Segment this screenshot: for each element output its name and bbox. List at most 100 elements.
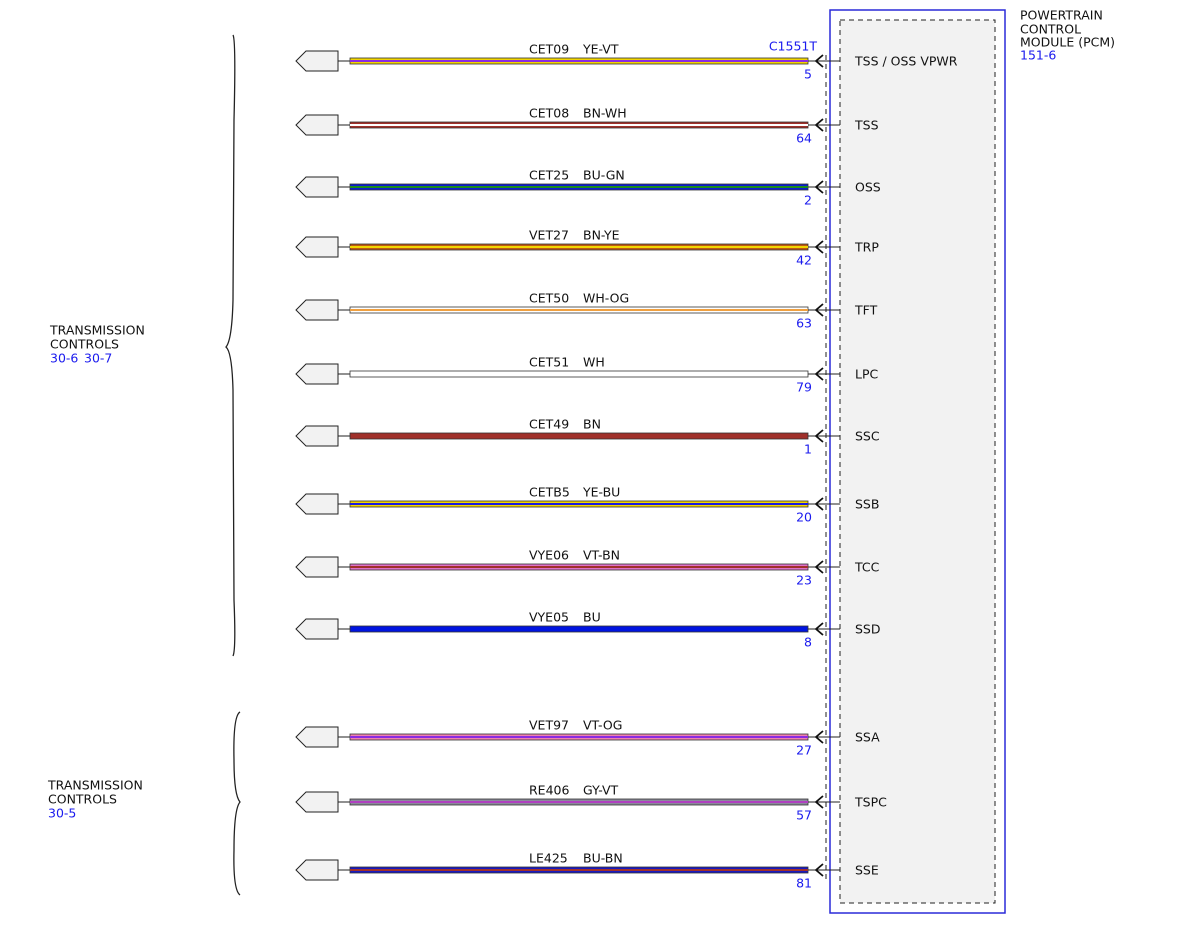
connector-terminal xyxy=(295,176,339,198)
group-ref: 30-5 xyxy=(48,806,76,821)
wire xyxy=(349,625,809,633)
signal: TSS xyxy=(854,118,879,133)
color-code: YE-BU xyxy=(582,485,620,500)
module-title: CONTROL xyxy=(1020,22,1081,37)
pin-number: 63 xyxy=(796,316,812,331)
color-code: WH xyxy=(583,355,605,370)
color-code: BN xyxy=(583,417,601,432)
group-label: CONTROLS xyxy=(50,337,119,352)
connector-terminal xyxy=(295,556,339,578)
wire-tracer xyxy=(350,124,808,126)
signal: SSB xyxy=(855,497,879,512)
pin-number: 20 xyxy=(796,510,812,525)
color-code: VT-BN xyxy=(583,548,620,563)
wire xyxy=(349,370,809,378)
color-code: BN-YE xyxy=(583,228,620,243)
brace xyxy=(233,711,241,896)
circuit: CET08 xyxy=(529,106,569,121)
circuit: VYE05 xyxy=(529,610,569,625)
connector-terminal xyxy=(295,50,339,72)
signal: OSS xyxy=(855,180,881,195)
pin-number: 57 xyxy=(796,808,812,823)
pin-number: 81 xyxy=(796,876,812,891)
pin-arrow xyxy=(814,367,824,381)
color-code: WH-OG xyxy=(583,291,629,306)
connector-terminal xyxy=(295,425,339,447)
circuit: CETB5 xyxy=(529,485,570,500)
signal: SSE xyxy=(855,863,879,878)
connector-terminal xyxy=(295,791,339,813)
module-title: POWERTRAIN xyxy=(1020,8,1103,23)
circuit: CET09 xyxy=(529,42,569,57)
signal: LPC xyxy=(855,367,879,382)
pin-number: 2 xyxy=(804,193,812,208)
signal: SSC xyxy=(855,429,880,444)
signal: TRP xyxy=(854,240,879,255)
pin-number: 27 xyxy=(796,743,812,758)
module-ref: 151-6 xyxy=(1020,48,1056,63)
module-inner xyxy=(839,19,996,904)
pin-arrow xyxy=(814,54,824,68)
connector-terminal xyxy=(295,493,339,515)
wire-tracer xyxy=(350,60,808,62)
connector-terminal xyxy=(295,859,339,881)
connector-terminal xyxy=(295,726,339,748)
connector-terminal xyxy=(295,299,339,321)
pin-number: 79 xyxy=(796,380,812,395)
wire-tracer xyxy=(350,566,808,568)
circuit: CET49 xyxy=(529,417,569,432)
color-code: YE-VT xyxy=(582,42,619,57)
group-ref: 30-6 xyxy=(50,351,78,366)
pin-arrow xyxy=(814,497,824,511)
circuit: VET97 xyxy=(529,718,569,733)
signal: TSPC xyxy=(854,795,887,810)
connector-terminal xyxy=(295,114,339,136)
pin-arrow xyxy=(814,863,824,877)
group-label: TRANSMISSION xyxy=(49,323,145,338)
signal: TFT xyxy=(854,303,878,318)
pin-number: 23 xyxy=(796,573,812,588)
circuit: CET50 xyxy=(529,291,569,306)
signal: SSD xyxy=(855,622,881,637)
pin-number: 64 xyxy=(796,131,812,146)
pin-number: 5 xyxy=(804,67,812,82)
wire xyxy=(349,432,809,440)
wire-tracer xyxy=(350,186,808,188)
pin-arrow xyxy=(814,429,824,443)
pin-arrow xyxy=(814,240,824,254)
color-code: GY-VT xyxy=(583,783,619,798)
connector-id: C1551T xyxy=(769,39,818,54)
circuit: VYE06 xyxy=(529,548,569,563)
connector-terminal xyxy=(295,363,339,385)
signal: TCC xyxy=(854,560,880,575)
circuit: LE425 xyxy=(529,851,568,866)
group-label: CONTROLS xyxy=(48,792,117,807)
color-code: BU-GN xyxy=(583,168,625,183)
pin-number: 42 xyxy=(796,253,812,268)
pin-arrow xyxy=(814,795,824,809)
circuit: RE406 xyxy=(529,783,569,798)
circuit: VET27 xyxy=(529,228,569,243)
pin-arrow xyxy=(814,303,824,317)
color-code: BU xyxy=(583,610,601,625)
signal: SSA xyxy=(855,730,880,745)
wire-tracer xyxy=(350,246,808,248)
wire-tracer xyxy=(350,869,808,871)
group-label: TRANSMISSION xyxy=(47,778,143,793)
connector-terminal xyxy=(295,236,339,258)
circuit: CET51 xyxy=(529,355,569,370)
pin-arrow xyxy=(814,730,824,744)
wire-tracer xyxy=(350,736,808,738)
pin-arrow xyxy=(814,180,824,194)
pin-number: 1 xyxy=(804,442,812,457)
pin-arrow xyxy=(814,622,824,636)
pin-arrow xyxy=(814,118,824,132)
wire-tracer xyxy=(350,801,808,803)
pin-arrow xyxy=(814,560,824,574)
color-code: VT-OG xyxy=(583,718,622,733)
pin-number: 8 xyxy=(804,635,812,650)
wire-tracer xyxy=(350,309,808,311)
signal: TSS / OSS VPWR xyxy=(854,54,958,69)
connector-terminal xyxy=(295,618,339,640)
